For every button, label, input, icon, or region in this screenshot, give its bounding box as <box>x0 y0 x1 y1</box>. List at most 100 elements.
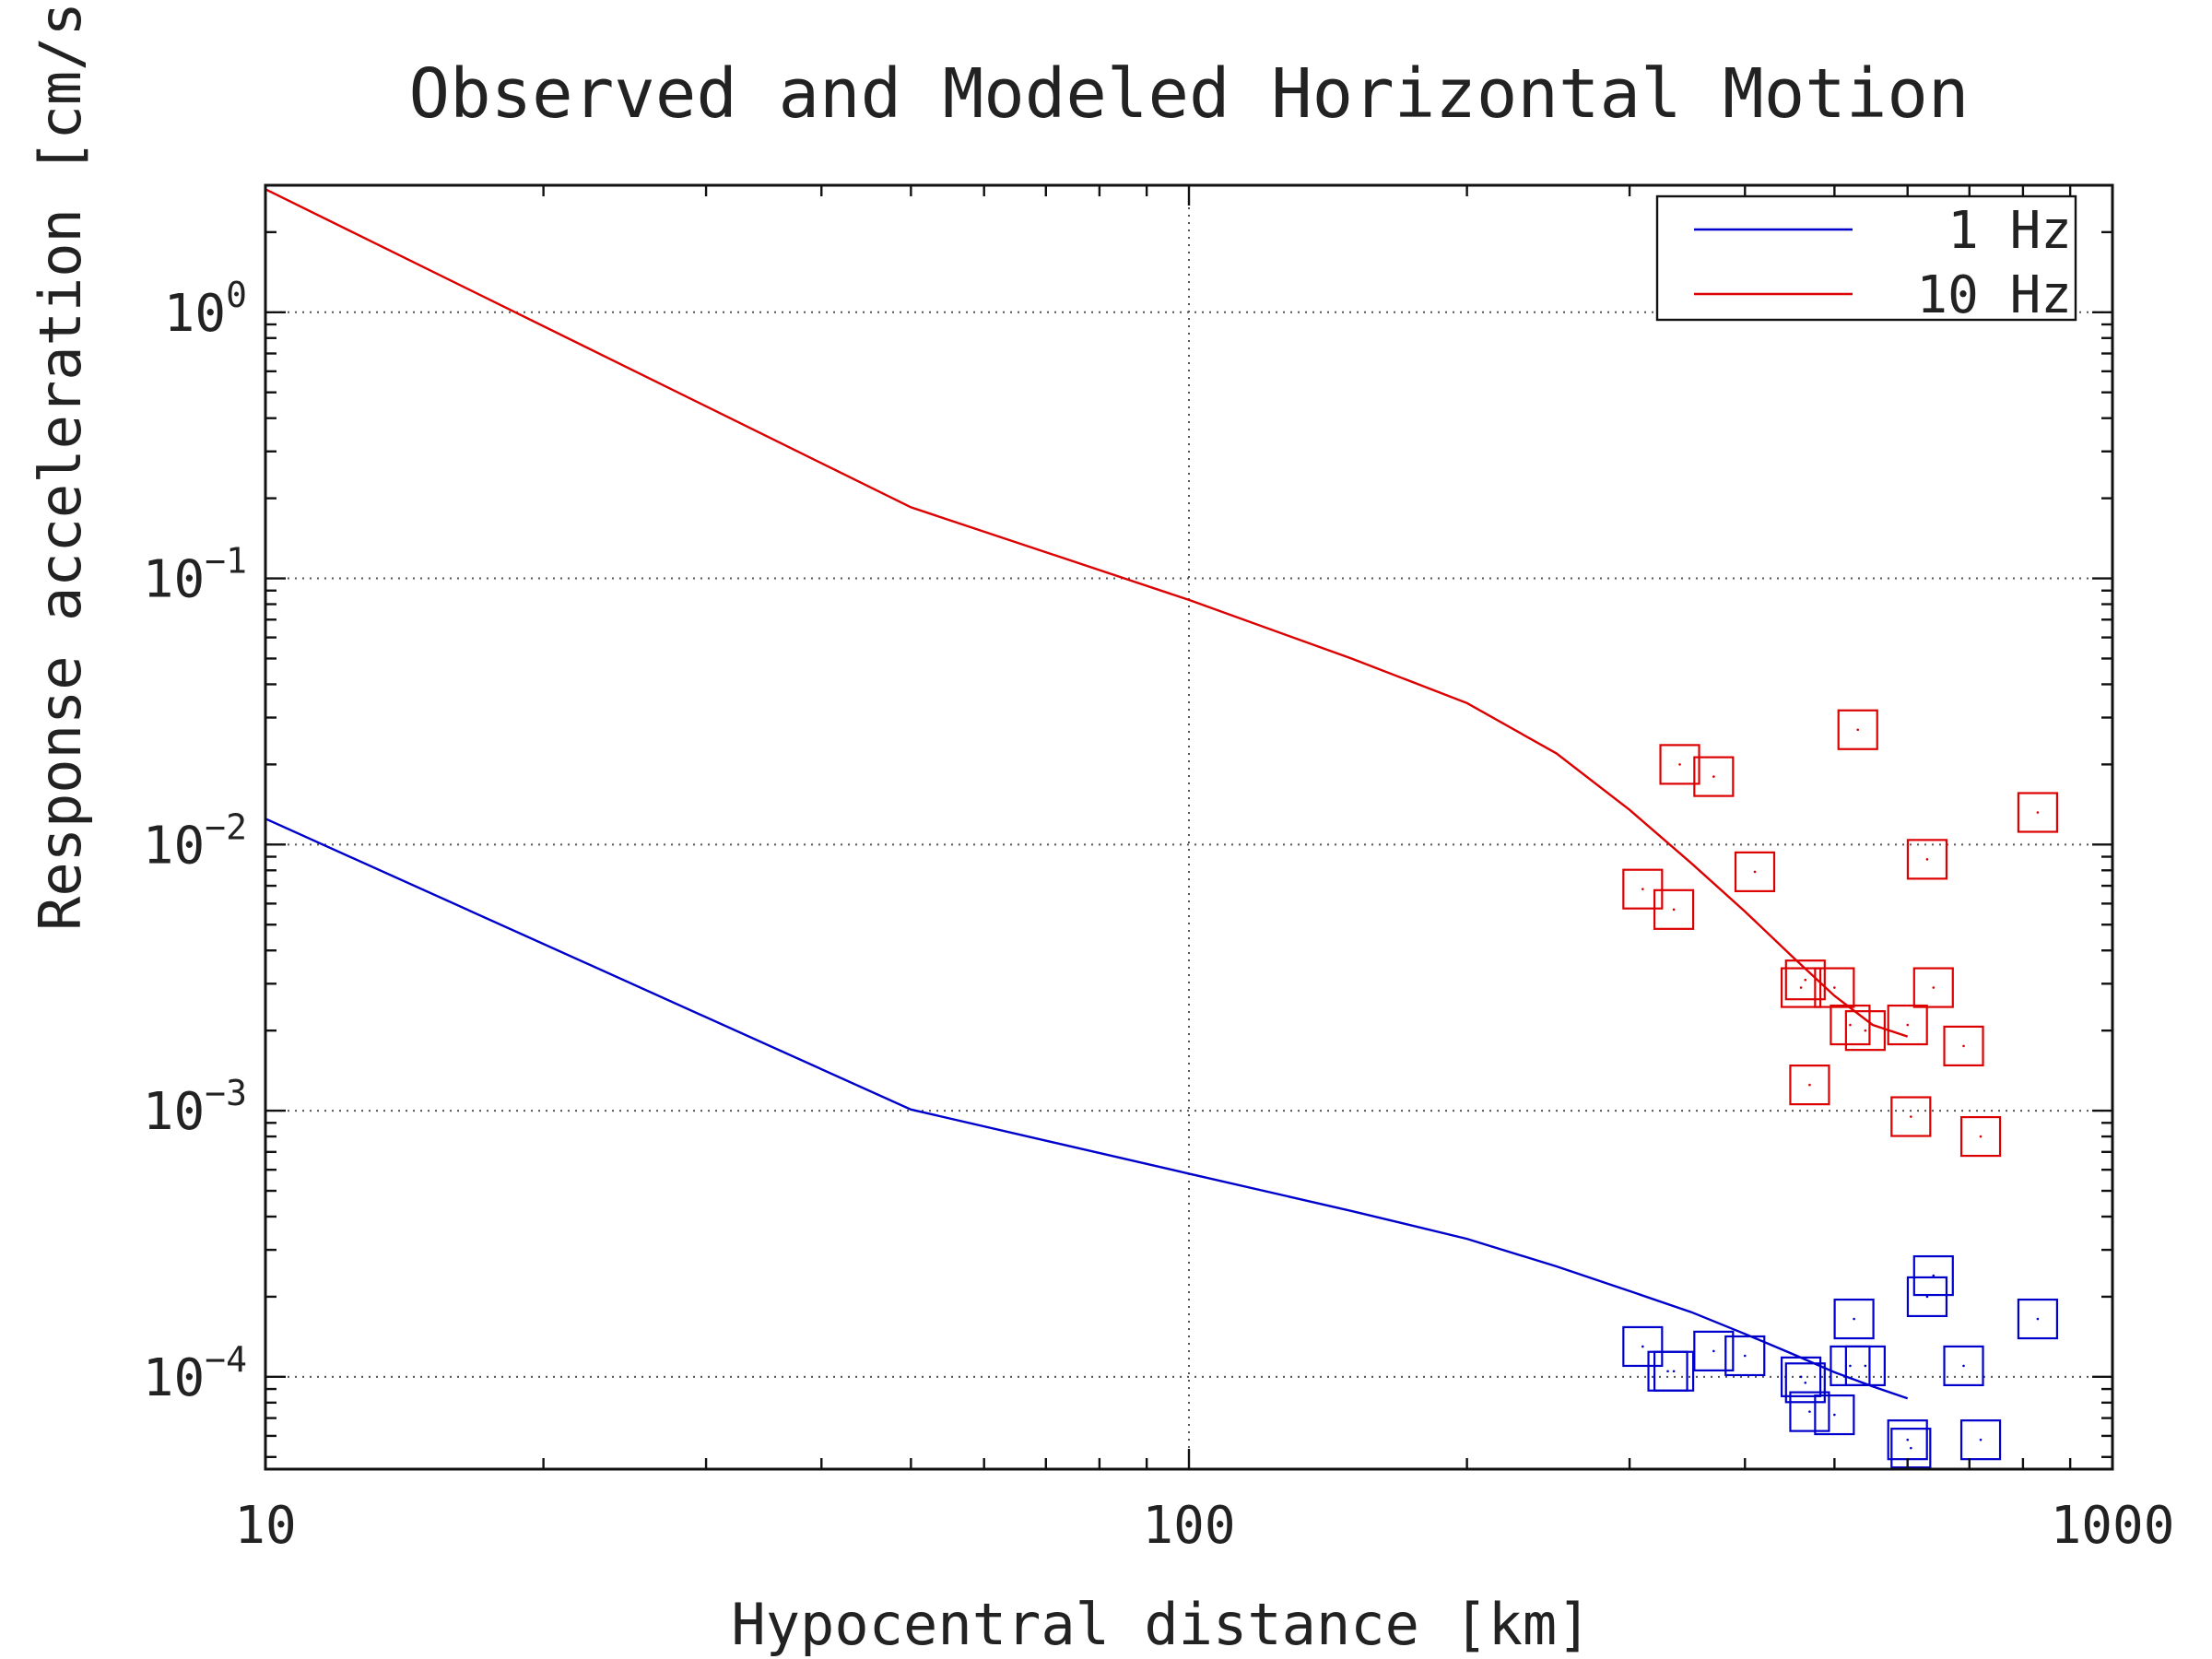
y-tick-base: 10 <box>143 550 205 610</box>
observed-point-center <box>1906 1438 1910 1441</box>
observed-point <box>1784 959 1826 1001</box>
observed-point-center <box>2036 1317 2040 1321</box>
observed-point-center <box>1799 1375 1803 1379</box>
y-tick-label: 10−2 <box>143 806 247 876</box>
observed-point <box>1780 1356 1822 1397</box>
observed-point-center <box>1833 986 1836 989</box>
chart-title: Observed and Modeled Horizontal Motion <box>409 54 1970 134</box>
observed-point <box>1814 1394 1855 1436</box>
y-tick-exponent: −2 <box>205 806 247 847</box>
observed-point-center <box>1925 858 1929 861</box>
observed-point <box>1653 888 1695 930</box>
observed-point <box>1890 1096 1932 1137</box>
observed-point <box>1622 1325 1664 1368</box>
observed-point-center <box>1853 1317 1855 1321</box>
y-tick-base: 10 <box>143 816 205 876</box>
observed-point-center <box>1925 1295 1929 1299</box>
observed-point-center <box>1910 1115 1912 1118</box>
y-axis-label: Response acceleration [cm/s2] <box>24 0 94 931</box>
observed-point <box>1693 1330 1735 1371</box>
observed-point <box>1959 1115 2002 1158</box>
observed-point <box>2017 792 2059 833</box>
observed-point-center <box>1712 1349 1715 1353</box>
legend-label: 1 Hz <box>1947 201 2072 261</box>
observed-point-center <box>1672 1370 1676 1373</box>
observed-point <box>1780 967 1822 1008</box>
observed-point <box>1659 744 1700 785</box>
observed-point <box>1906 839 1948 880</box>
observed-point-center <box>1678 763 1681 766</box>
observed-point-center <box>2036 811 2040 814</box>
observed-point <box>1789 1391 1830 1432</box>
series-line-model-1hz <box>265 818 1909 1400</box>
y-tick-label: 100 <box>164 275 247 344</box>
observed-point-center <box>1799 986 1803 989</box>
observed-point <box>1734 851 1776 892</box>
x-tick-label: 1000 <box>2051 1496 2175 1556</box>
observed-point-center <box>1856 728 1860 732</box>
observed-point <box>1844 1010 1886 1052</box>
observed-point <box>1887 1004 1928 1046</box>
y-tick-exponent: 0 <box>226 275 247 315</box>
observed-point <box>1622 868 1664 910</box>
observed-point <box>1653 1350 1695 1392</box>
observed-point-center <box>1641 888 1644 890</box>
x-tick-label: 100 <box>1142 1496 1235 1556</box>
observed-point-center <box>1979 1135 1983 1138</box>
observed-point <box>1844 1345 1886 1387</box>
observed-point-center <box>1849 1364 1852 1368</box>
series-layer <box>265 188 2059 1469</box>
y-axis-label-main: Response acceleration [cm/s <box>27 2 94 931</box>
observed-point <box>1784 1362 1826 1404</box>
y-tick-base: 10 <box>143 1348 205 1408</box>
observed-point-center <box>1932 986 1936 989</box>
observed-point-center <box>1910 1446 1912 1450</box>
series-observed-10hz <box>1622 709 2059 1158</box>
legend-label: 10 Hz <box>1916 265 2072 325</box>
y-axis-label-exponent: 2 <box>24 0 65 2</box>
grid <box>265 185 2112 1469</box>
observed-point-center <box>1712 775 1715 778</box>
observed-point-center <box>1979 1438 1983 1441</box>
observed-point-center <box>1804 978 1807 982</box>
y-tick-exponent: −1 <box>205 541 247 582</box>
observed-point <box>1830 1004 1871 1046</box>
observed-point-center <box>1962 1364 1965 1368</box>
y-tick-label: 10−4 <box>143 1339 247 1408</box>
y-tick-base: 10 <box>164 284 226 344</box>
observed-point-center <box>1864 1364 1867 1368</box>
observed-point-center <box>1743 1354 1747 1358</box>
y-tick-exponent: −4 <box>205 1339 247 1380</box>
observed-point-center <box>1666 1370 1669 1373</box>
observed-point-center <box>1962 1044 1965 1048</box>
observed-point <box>1959 1419 2002 1461</box>
observed-point-center <box>1804 1381 1807 1384</box>
x-tick-label: 10 <box>234 1496 296 1556</box>
observed-point-center <box>1672 908 1676 912</box>
observed-point-center <box>1753 870 1757 874</box>
observed-point-center <box>1641 1345 1644 1348</box>
observed-point-center <box>1849 1023 1852 1027</box>
y-tick-base: 10 <box>143 1082 205 1142</box>
series-observed-1hz <box>1622 1254 2059 1469</box>
y-tick-label: 10−3 <box>143 1073 247 1142</box>
observed-point <box>1890 1428 1932 1469</box>
observed-point-center <box>1932 1274 1936 1277</box>
observed-point <box>1693 756 1735 797</box>
observed-point <box>1912 967 1954 1008</box>
legend-box <box>1655 194 2077 322</box>
observed-point-center <box>1833 1413 1836 1417</box>
observed-point <box>1814 967 1855 1008</box>
y-tick-label: 10−1 <box>143 541 247 610</box>
observed-point <box>1789 1065 1830 1106</box>
observed-point-center <box>1864 1029 1867 1032</box>
observed-point <box>1837 709 1878 750</box>
observed-point <box>1906 1276 1948 1318</box>
y-tick-exponent: −3 <box>205 1073 247 1113</box>
observed-point <box>2017 1298 2059 1340</box>
observed-point <box>1912 1254 1954 1297</box>
series-line-model-10hz <box>265 188 1909 1038</box>
